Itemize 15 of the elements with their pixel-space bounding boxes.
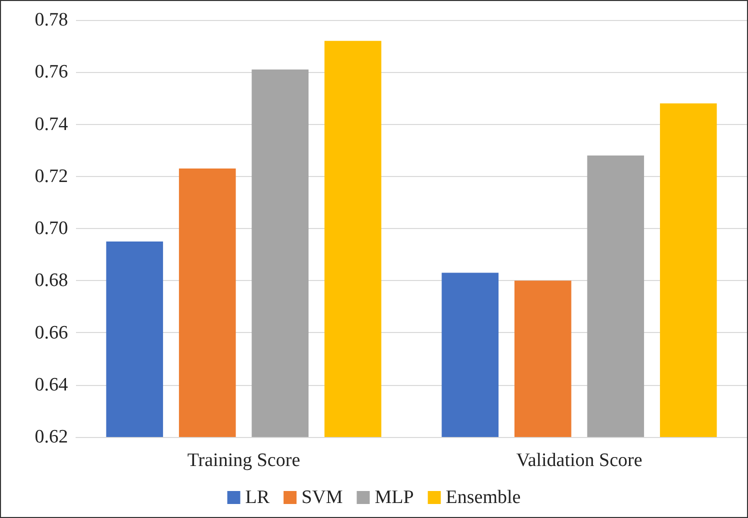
y-tick-label: 0.62 <box>34 426 68 448</box>
legend-label: SVM <box>302 487 343 508</box>
y-tick-label: 0.64 <box>34 374 68 396</box>
x-tick-label: Validation Score <box>516 450 642 471</box>
y-tick-label: 0.72 <box>34 166 68 187</box>
x-tick-label: Training Score <box>187 450 300 471</box>
y-tick-label: 0.74 <box>34 114 68 135</box>
y-tick-label: 0.78 <box>34 10 68 30</box>
y-tick-label: 0.76 <box>34 62 68 83</box>
y-tick-label: 0.70 <box>34 218 68 239</box>
legend-label: LR <box>245 487 270 508</box>
legend-label: Ensemble <box>446 487 521 508</box>
y-tick-label: 0.66 <box>34 322 68 344</box>
legend-label: MLP <box>374 487 414 508</box>
y-tick-label: 0.68 <box>34 270 68 292</box>
